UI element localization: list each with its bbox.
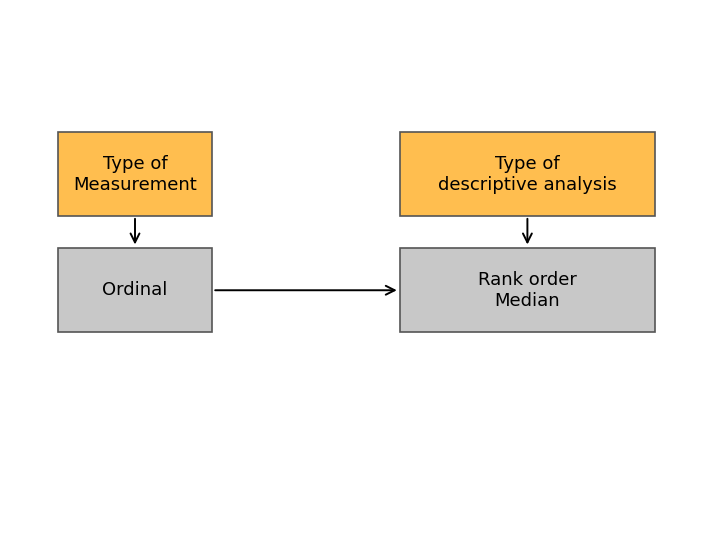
FancyBboxPatch shape [400,248,655,332]
FancyBboxPatch shape [58,132,212,216]
Text: Type of
descriptive analysis: Type of descriptive analysis [438,155,617,193]
FancyBboxPatch shape [58,248,212,332]
FancyBboxPatch shape [400,132,655,216]
Text: Rank order
Median: Rank order Median [478,271,577,309]
Text: Ordinal: Ordinal [102,281,168,299]
Text: Type of
Measurement: Type of Measurement [73,155,197,193]
